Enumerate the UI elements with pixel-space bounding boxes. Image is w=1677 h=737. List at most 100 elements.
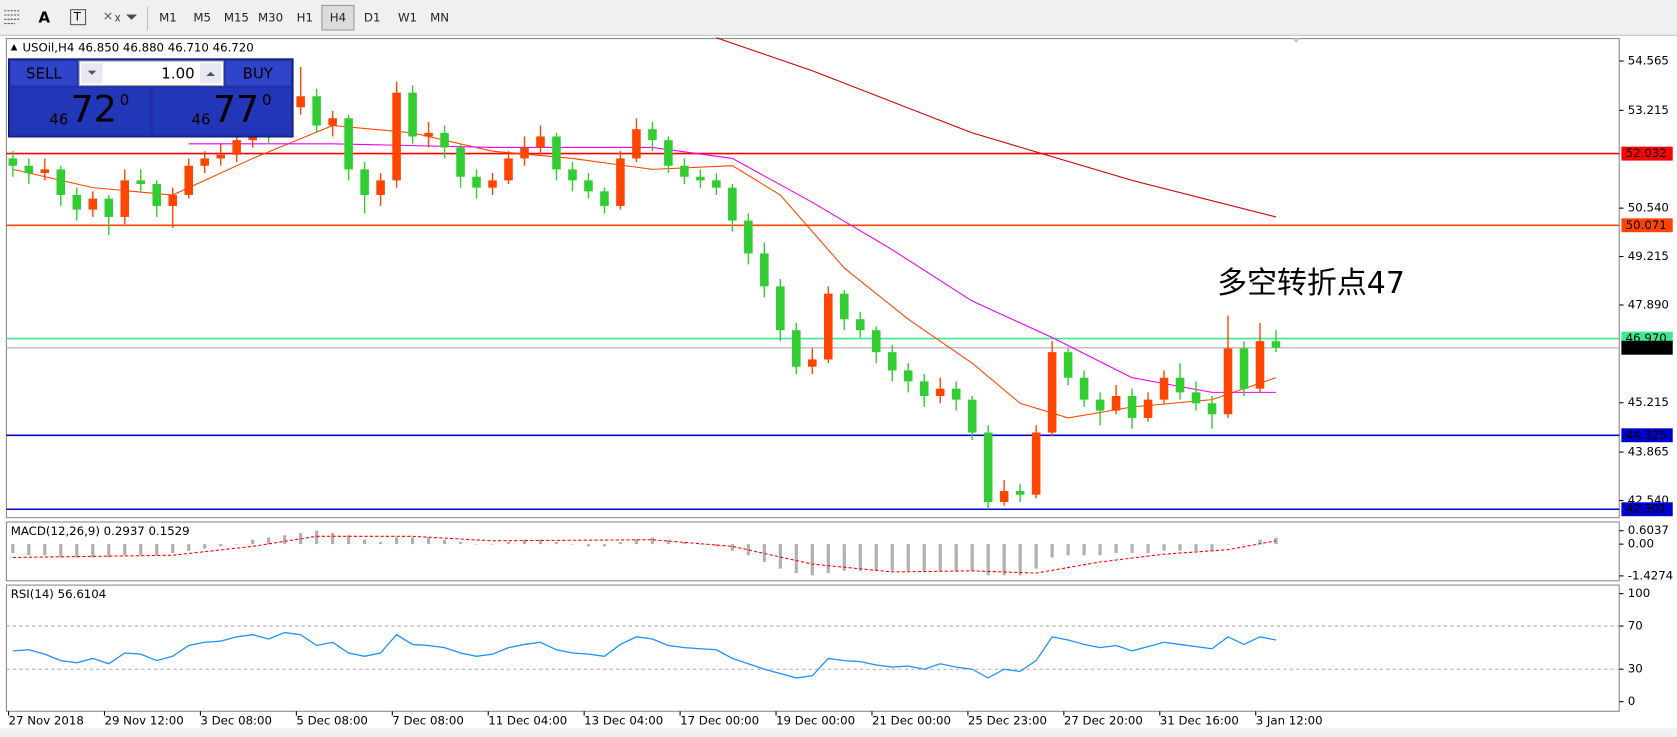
rsi-tick-label: 70 xyxy=(1628,619,1643,633)
macd-bar xyxy=(1066,544,1070,556)
x-tick-label: 5 Dec 08:00 xyxy=(296,713,368,727)
macd-bar xyxy=(1194,544,1198,551)
toolbar-icons: A T xyxy=(4,6,149,30)
candle-body xyxy=(1223,348,1233,415)
icon-label[interactable] xyxy=(70,9,87,26)
macd-bar xyxy=(123,544,127,556)
candle-body xyxy=(776,286,785,331)
x-tick-label: 17 Dec 00:00 xyxy=(680,713,759,727)
macd-bar xyxy=(730,544,734,551)
timeframe-button[interactable]: M15 xyxy=(224,11,249,25)
candle-body xyxy=(1015,491,1025,495)
icon-dropdown[interactable] xyxy=(125,14,138,21)
icon-text[interactable]: A xyxy=(39,9,51,27)
candle-body xyxy=(1095,399,1105,411)
macd-bar xyxy=(906,544,910,571)
one-click-trading: SELL 1.00 BUY 46 72 0 46 77 0 xyxy=(8,58,294,138)
candle-body xyxy=(488,180,497,188)
candle-body xyxy=(935,388,945,396)
timeframe-button[interactable]: D1 xyxy=(364,11,381,25)
candle-body xyxy=(520,147,529,159)
macd-bar xyxy=(762,544,766,562)
macd-bar xyxy=(1274,537,1278,545)
macd-bar xyxy=(666,539,670,545)
x-tick-label: 31 Dec 16:00 xyxy=(1160,713,1239,727)
candle-body xyxy=(792,330,801,367)
y-tick-label: 43.865 xyxy=(1628,445,1669,459)
rsi-title: RSI(14) 56.6104 xyxy=(11,587,107,601)
macd-bar xyxy=(251,539,255,545)
timeframe-button[interactable]: M1 xyxy=(159,11,177,25)
timeframe-bar: M1 M5 M15 M30 H1 H4 D1 W1 MN xyxy=(159,4,449,31)
macd-bar xyxy=(554,541,559,545)
buy-label[interactable]: BUY xyxy=(243,64,274,82)
timeframe-button[interactable]: MN xyxy=(430,11,449,25)
macd-bar xyxy=(43,544,47,556)
chart-title: USOil,H4 46.850 46.880 46.710 46.720 xyxy=(22,41,253,55)
x-tick-label: 27 Nov 2018 xyxy=(9,713,84,727)
x-tick-label: 27 Dec 20:00 xyxy=(1064,713,1143,727)
timeframe-button[interactable]: H4 xyxy=(330,11,346,25)
candle-body xyxy=(24,165,34,174)
candle-body xyxy=(1175,377,1185,393)
macd-bar xyxy=(1162,544,1166,551)
price-level-tag xyxy=(1621,502,1673,517)
macd-tick-label: -1.4274 xyxy=(1628,568,1673,582)
price-level-label: 50.071 xyxy=(1626,218,1667,232)
candle-body xyxy=(632,129,641,159)
candle-body xyxy=(88,198,98,210)
bid-big: 46 xyxy=(49,110,68,128)
candle-body xyxy=(424,132,433,137)
sell-label[interactable]: SELL xyxy=(26,64,62,82)
timeframe-button[interactable]: M5 xyxy=(193,11,211,25)
buy-button[interactable] xyxy=(225,61,291,86)
candle-body xyxy=(839,293,849,320)
candle-body xyxy=(72,194,82,210)
y-tick-label: 53.215 xyxy=(1628,103,1669,117)
price-level-tag xyxy=(1621,218,1673,233)
macd-bar xyxy=(1178,544,1182,551)
macd-bar xyxy=(219,544,223,547)
timeframe-button[interactable]: W1 xyxy=(398,11,417,25)
candle-body xyxy=(552,136,561,170)
macd-bar xyxy=(1226,544,1230,545)
annotation: 多空转折点47 xyxy=(1217,266,1405,301)
candle-body xyxy=(1047,352,1057,433)
macd-bar xyxy=(538,539,543,545)
macd-bar xyxy=(171,544,175,554)
macd-bar xyxy=(139,544,143,556)
x-tick-label: 19 Dec 00:00 xyxy=(776,713,855,727)
macd-bar xyxy=(1002,544,1006,576)
lots-up-arrow xyxy=(206,71,215,76)
lots-value[interactable]: 1.00 xyxy=(161,64,194,82)
macd-bar xyxy=(474,544,479,545)
timeframe-button[interactable]: M30 xyxy=(258,11,283,25)
macd-bar xyxy=(842,544,846,571)
macd-bar xyxy=(618,541,623,545)
candle-body xyxy=(1111,395,1121,411)
bid-main: 72 xyxy=(71,87,117,130)
candle-body xyxy=(344,118,353,170)
timeframe-button[interactable]: H1 xyxy=(297,11,313,25)
icon-lines[interactable] xyxy=(4,10,20,25)
icon-shapes[interactable] xyxy=(104,12,121,22)
bid-box[interactable] xyxy=(10,87,150,135)
timeframe-active[interactable] xyxy=(321,4,355,31)
macd-bar xyxy=(426,537,431,545)
ask-box[interactable] xyxy=(152,87,291,135)
candle-body xyxy=(472,176,481,188)
price-level-label: 44.325 xyxy=(1626,428,1667,442)
lots-input[interactable] xyxy=(78,60,225,87)
price-level-label: 42.301 xyxy=(1626,502,1667,516)
price-level-label: 52.032 xyxy=(1626,146,1667,160)
candle-body xyxy=(232,140,241,155)
macd-bar xyxy=(650,537,655,545)
candle-body xyxy=(8,158,18,166)
macd-bar xyxy=(890,544,894,571)
candle-body xyxy=(184,165,193,195)
macd-bar xyxy=(1098,544,1102,556)
macd-bar xyxy=(331,533,335,545)
macd-bar xyxy=(570,544,575,545)
sell-button[interactable] xyxy=(10,61,78,86)
toolbar xyxy=(0,0,1677,36)
